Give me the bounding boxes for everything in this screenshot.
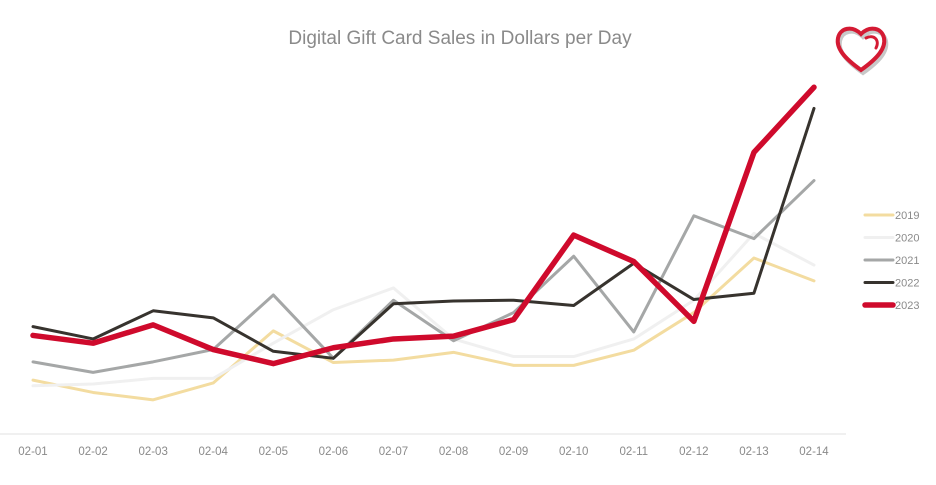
series-2019	[31, 256, 816, 402]
x-tick-label: 02-12	[679, 446, 708, 458]
legend-item-2021: 2021	[863, 255, 919, 267]
legend-label-2019: 2019	[895, 210, 919, 222]
x-tick-label: 02-06	[319, 446, 348, 458]
x-tick-label: 02-03	[138, 446, 167, 458]
x-tick-labels: 02-01 02-02 02-03 02-04 02-05 02-06 02-07 02-08…	[18, 446, 829, 458]
series-line-2021	[31, 179, 816, 374]
series-2021	[31, 179, 816, 374]
x-tick-label: 02-08	[439, 446, 468, 458]
x-tick-label: 02-04	[199, 446, 229, 458]
legend-label-2022: 2022	[895, 278, 919, 290]
x-tick-label: 02-02	[78, 446, 107, 458]
x-tick-label: 02-07	[379, 446, 408, 458]
legend-label-2020: 2020	[895, 233, 919, 245]
x-tick-label: 02-10	[559, 446, 588, 458]
series-2023	[30, 84, 817, 367]
heart-logo-icon	[835, 26, 889, 76]
series-line-2023	[30, 84, 817, 367]
x-tick-label: 02-05	[259, 446, 288, 458]
x-tick-label: 02-13	[739, 446, 768, 458]
series-line-2019	[31, 256, 816, 402]
chart-title: Digital Gift Card Sales in Dollars per D…	[288, 28, 632, 49]
legend-item-2020: 2020	[863, 233, 919, 245]
legend-item-2019: 2019	[863, 210, 919, 222]
x-tick-label: 02-11	[619, 446, 648, 458]
legend-label-2021: 2021	[895, 255, 919, 267]
legend-item-2023: 2023	[862, 300, 919, 312]
series-line-2020	[31, 231, 816, 388]
series-line-2022	[31, 106, 816, 360]
x-tick-label: 02-14	[799, 446, 829, 458]
x-tick-label: 02-09	[499, 446, 528, 458]
legend: 2019 2020 2021 2022 2023	[862, 210, 919, 312]
legend-label-2023: 2023	[895, 300, 919, 312]
legend-item-2022: 2022	[863, 278, 919, 290]
x-tick-label: 02-01	[18, 446, 47, 458]
series-layer	[30, 84, 817, 402]
